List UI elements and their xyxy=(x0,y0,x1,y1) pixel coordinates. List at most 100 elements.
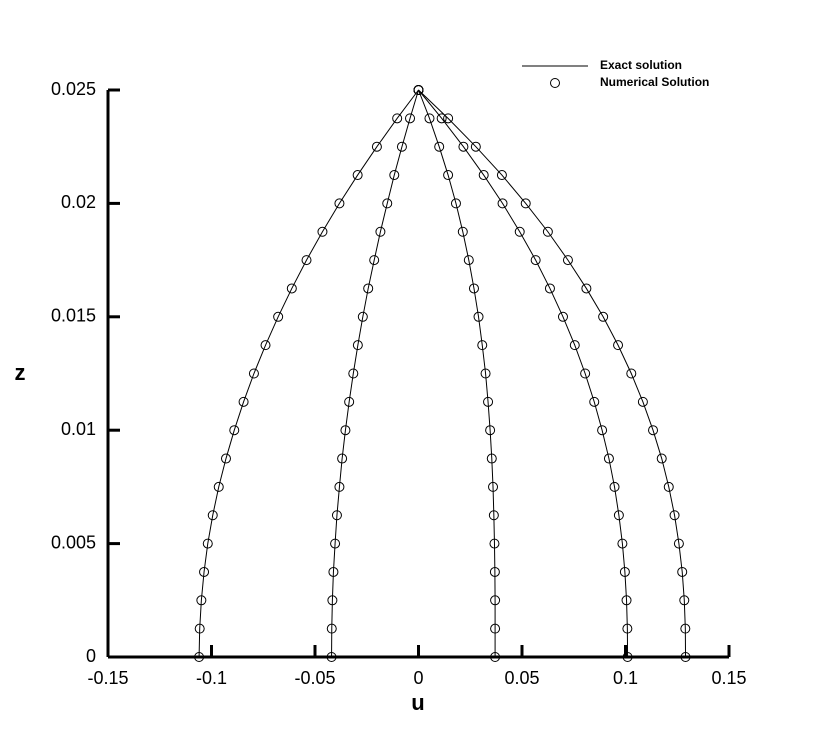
numerical-point xyxy=(330,538,341,549)
numerical-point xyxy=(196,595,207,606)
numerical-point xyxy=(542,226,553,237)
numerical-point xyxy=(436,113,447,124)
numerical-point xyxy=(457,226,468,237)
numerical-point xyxy=(424,113,435,124)
numerical-point xyxy=(357,311,368,322)
x-tick-label: 0.1 xyxy=(613,668,638,688)
numerical-point xyxy=(413,85,424,95)
numerical-point xyxy=(497,198,508,209)
legend-label: Numerical Solution xyxy=(600,75,709,89)
numerical-point xyxy=(369,255,380,266)
y-axis-label: z xyxy=(15,360,26,385)
numerical-point xyxy=(348,368,359,379)
numerical-point xyxy=(621,595,632,606)
numerical-point xyxy=(485,425,496,436)
numerical-point xyxy=(490,595,501,606)
numerical-point xyxy=(514,226,525,237)
numerical-point xyxy=(202,538,213,549)
x-tick-label: 0.15 xyxy=(711,668,746,688)
numerical-point xyxy=(434,141,445,152)
numerical-point xyxy=(626,368,637,379)
numerical-point xyxy=(622,652,633,662)
numerical-point xyxy=(673,538,684,549)
numerical-point xyxy=(613,510,624,521)
numerical-point xyxy=(207,510,218,521)
numerical-point xyxy=(405,113,416,124)
numerical-point xyxy=(194,623,205,634)
numerical-point xyxy=(286,283,297,294)
numerical-point xyxy=(680,652,691,662)
numerical-point xyxy=(301,255,312,266)
numerical-point xyxy=(463,255,474,266)
numerical-point xyxy=(609,481,620,492)
numerical-point xyxy=(326,623,337,634)
numerical-point xyxy=(557,311,568,322)
numerical-point xyxy=(530,255,541,266)
numerical-point xyxy=(396,141,407,152)
numerical-point xyxy=(344,396,355,407)
numerical-point xyxy=(489,538,500,549)
exact-line xyxy=(418,89,629,658)
numerical-point xyxy=(331,510,342,521)
numerical-point xyxy=(520,198,531,209)
numerical-point xyxy=(486,453,497,464)
numerical-point xyxy=(392,113,403,124)
numerical-point xyxy=(443,113,454,124)
numerical-point xyxy=(480,368,491,379)
numerical-point xyxy=(260,340,271,351)
numerical-point xyxy=(597,425,608,436)
numerical-point xyxy=(488,510,499,521)
x-tick-label: -0.15 xyxy=(87,668,128,688)
numerical-point xyxy=(637,396,648,407)
numerical-point xyxy=(375,226,386,237)
numerical-point xyxy=(544,283,555,294)
numerical-point xyxy=(663,481,674,492)
x-tick-label: -0.1 xyxy=(196,668,227,688)
numerical-point xyxy=(468,283,479,294)
numerical-point xyxy=(328,566,339,577)
numerical-point xyxy=(598,311,609,322)
numerical-point xyxy=(382,198,393,209)
numerical-point xyxy=(589,396,600,407)
numerical-point xyxy=(581,283,592,294)
numerical-point xyxy=(490,623,501,634)
exact-line xyxy=(418,89,687,658)
numerical-point xyxy=(569,340,580,351)
numerical-point xyxy=(613,340,624,351)
numerical-point xyxy=(273,311,284,322)
x-tick-label: -0.05 xyxy=(294,668,335,688)
numerical-point xyxy=(450,198,461,209)
numerical-point xyxy=(458,141,469,152)
numerical-point xyxy=(477,340,488,351)
numerical-point xyxy=(490,652,501,662)
y-tick-label: 0.01 xyxy=(61,419,96,439)
y-tick-label: 0.025 xyxy=(51,79,96,99)
numerical-point xyxy=(617,538,628,549)
y-tick-label: 0.02 xyxy=(61,192,96,212)
numerical-point xyxy=(473,311,484,322)
exact-line xyxy=(198,89,419,658)
numerical-point xyxy=(352,170,363,181)
y-tick-label: 0 xyxy=(86,646,96,666)
numerical-point xyxy=(656,453,667,464)
numerical-point xyxy=(680,623,691,634)
legend-label: Exact solution xyxy=(600,58,682,72)
numerical-point xyxy=(337,453,348,464)
x-tick-label: 0.05 xyxy=(504,668,539,688)
numerical-point xyxy=(648,425,659,436)
numerical-point xyxy=(326,652,337,662)
numerical-point xyxy=(229,425,240,436)
numerical-point xyxy=(327,595,338,606)
numerical-point xyxy=(679,595,690,606)
numerical-point xyxy=(580,368,591,379)
numerical-point xyxy=(496,170,507,181)
numerical-point xyxy=(669,510,680,521)
y-tick-label: 0.005 xyxy=(51,532,96,552)
numerical-point xyxy=(489,566,500,577)
numerical-point xyxy=(622,623,633,634)
numerical-point xyxy=(483,396,494,407)
y-tick-label: 0.015 xyxy=(51,306,96,326)
numerical-point xyxy=(389,170,400,181)
legend-marker-swatch xyxy=(550,78,560,88)
numerical-point xyxy=(238,396,249,407)
